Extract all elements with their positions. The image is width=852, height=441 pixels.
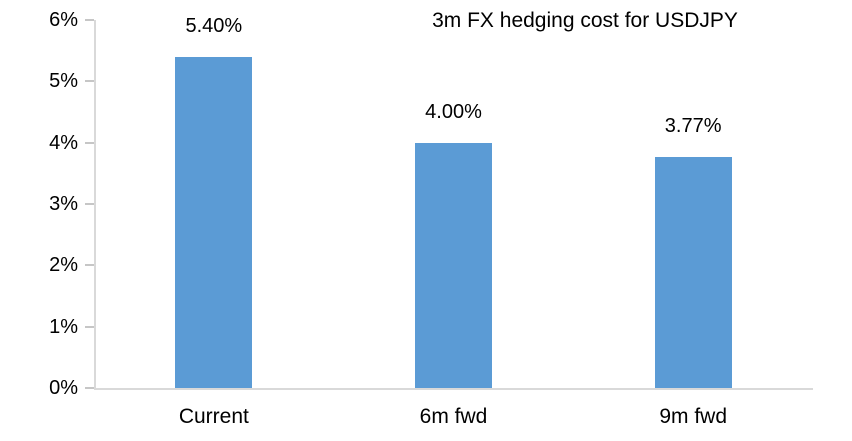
bar-value-label: 4.00% — [425, 100, 482, 123]
y-tick-label: 3% — [49, 193, 78, 215]
bar-6m-fwd — [415, 142, 492, 388]
y-tick-mark — [85, 264, 94, 267]
y-tick-label: 0% — [49, 377, 78, 399]
y-tick-mark — [85, 80, 94, 83]
y-tick-label: 2% — [49, 254, 78, 277]
y-tick-mark — [85, 141, 94, 144]
x-axis-line — [94, 388, 813, 390]
x-category-label: Current — [178, 405, 249, 428]
y-tick-label: 6% — [49, 9, 78, 31]
y-tick-label: 5% — [49, 70, 78, 93]
y-tick-mark — [85, 203, 94, 205]
y-axis-line — [94, 20, 96, 390]
bar-value-label: 3.77% — [664, 114, 722, 137]
bar-value-label: 5.40% — [185, 14, 243, 37]
y-tick-mark — [85, 19, 94, 21]
x-category-label: 9m fwd — [659, 405, 727, 428]
y-tick-mark — [85, 387, 94, 389]
x-category-label: 6m fwd — [419, 405, 488, 428]
chart-title: 3m FX hedging cost for USDJPY — [432, 9, 738, 32]
bar-current — [175, 56, 253, 388]
y-tick-mark — [85, 325, 94, 328]
y-tick-label: 4% — [49, 131, 78, 154]
y-tick-label: 1% — [49, 315, 78, 338]
bar-9m-fwd — [654, 156, 732, 388]
